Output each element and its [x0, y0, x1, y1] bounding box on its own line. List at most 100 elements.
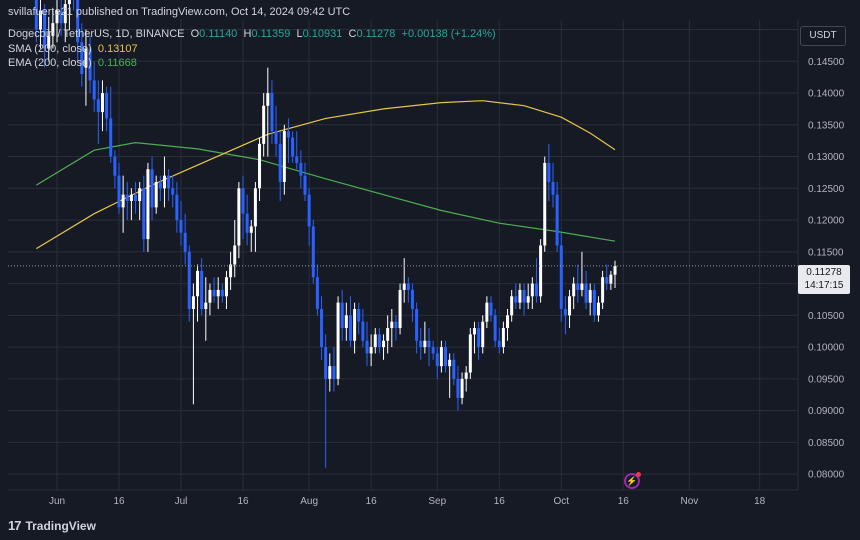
candlestick-series [34, 0, 617, 468]
candle-up [208, 289, 212, 303]
high-label: H [243, 28, 252, 40]
candle-down [361, 321, 365, 341]
lightning-event-icon[interactable]: ⚡ [624, 473, 640, 489]
candle-up [328, 366, 332, 379]
price-axis[interactable]: 0.150000.145000.140000.135000.130000.125… [808, 25, 845, 481]
candle-down [307, 194, 311, 227]
time-tick-label: 16 [113, 496, 125, 507]
candle-down [241, 188, 245, 214]
candle-down [295, 156, 299, 163]
candle-down [576, 283, 580, 290]
candle-up [506, 315, 510, 329]
candle-up [67, 0, 71, 5]
candle-down [212, 289, 216, 297]
symbol-name[interactable]: Dogecoin / TetherUS, 1D, BINANCE [8, 28, 185, 40]
candle-up [510, 296, 514, 316]
candle-up [382, 340, 386, 348]
price-tick-label: 0.08500 [808, 438, 845, 449]
candle-down [167, 175, 171, 189]
candle-up [448, 359, 452, 367]
candle-down [303, 175, 307, 195]
candle-down [286, 131, 290, 138]
candle-up [121, 194, 125, 208]
candle-up [146, 169, 150, 240]
candle-down [559, 245, 563, 309]
candle-up [485, 302, 489, 322]
candle-down [415, 308, 419, 341]
last-price-tag: 0.11278 14:17:15 [798, 265, 850, 294]
price-tick-label: 0.09000 [808, 406, 845, 417]
symbol-legend: Dogecoin / TetherUS, 1D, BINANCE O0.1114… [8, 28, 496, 40]
candle-down [394, 321, 398, 329]
candle-up [369, 347, 373, 354]
candle-down [406, 283, 410, 290]
time-tick-label: Nov [681, 496, 699, 507]
candle-down [493, 315, 497, 341]
candle-down [348, 315, 352, 341]
candle-up [336, 302, 340, 379]
price-tick-label: 0.09500 [808, 374, 845, 385]
time-tick-label: Oct [553, 496, 569, 507]
price-tick-label: 0.14000 [808, 89, 845, 100]
open-label: O [190, 28, 200, 40]
candle-down [563, 308, 567, 316]
candle-down [43, 10, 47, 49]
candle-down [431, 347, 435, 354]
candle-up [262, 105, 266, 144]
candle-up [588, 289, 592, 303]
candle-down [419, 340, 423, 348]
chart-grid [8, 20, 798, 490]
candle-down [340, 302, 344, 329]
candle-up [439, 347, 443, 367]
candle-up [601, 277, 605, 303]
sma-legend[interactable]: SMA (200, close) 0.13107 [8, 43, 138, 55]
candle-down [59, 10, 63, 24]
candle-down [497, 340, 501, 348]
candle-up [530, 283, 534, 297]
candle-up [38, 10, 42, 30]
candle-down [299, 162, 303, 176]
candle-up [568, 296, 572, 316]
candle-down [187, 251, 191, 309]
candle-up [572, 283, 576, 297]
candle-down [377, 334, 381, 348]
candle-down [522, 289, 526, 303]
candle-down [142, 188, 146, 240]
candle-up [613, 265, 617, 275]
candle-up [204, 302, 208, 309]
candle-countdown: 14:17:15 [804, 280, 844, 291]
candle-up [609, 274, 613, 284]
tradingview-logo[interactable]: 17 TradingView [8, 518, 96, 533]
candle-up [237, 188, 241, 246]
candle-down [88, 48, 92, 81]
price-tick-label: 0.11500 [808, 247, 844, 258]
candle-up [390, 321, 394, 329]
candle-down [270, 93, 274, 132]
candle-down [113, 156, 117, 176]
candle-up [373, 334, 377, 348]
ema-legend[interactable]: EMA (200, close) 0.11668 [8, 57, 137, 69]
time-tick-label: Jun [49, 496, 65, 507]
candle-down [80, 42, 84, 74]
candle-down [183, 232, 187, 252]
candle-up [154, 181, 158, 208]
time-axis[interactable]: Jun 16 Jul 16 Aug 16 Sep 16 Oct 16 Nov 18 [49, 496, 766, 507]
candle-down [456, 378, 460, 398]
tradingview-mark-icon: 17 [8, 518, 22, 533]
publisher-note: svillafuerte21 published on TradingView.… [8, 6, 351, 18]
candle-down [444, 347, 448, 367]
price-tick-label: 0.10000 [808, 343, 845, 354]
currency-button[interactable]: USDT [800, 26, 846, 46]
price-tick-label: 0.10500 [808, 311, 845, 322]
sma-label: SMA (200, close) [8, 43, 92, 55]
time-tick-label: Jul [175, 496, 188, 507]
candle-down [315, 277, 319, 309]
high-value: 0.11359 [251, 28, 291, 40]
candle-up [266, 93, 270, 106]
open-value: 0.11140 [199, 28, 238, 40]
candle-down [365, 340, 369, 354]
candle-up [526, 296, 530, 303]
candle-down [605, 277, 609, 284]
last-price-value: 0.11278 [806, 267, 842, 278]
